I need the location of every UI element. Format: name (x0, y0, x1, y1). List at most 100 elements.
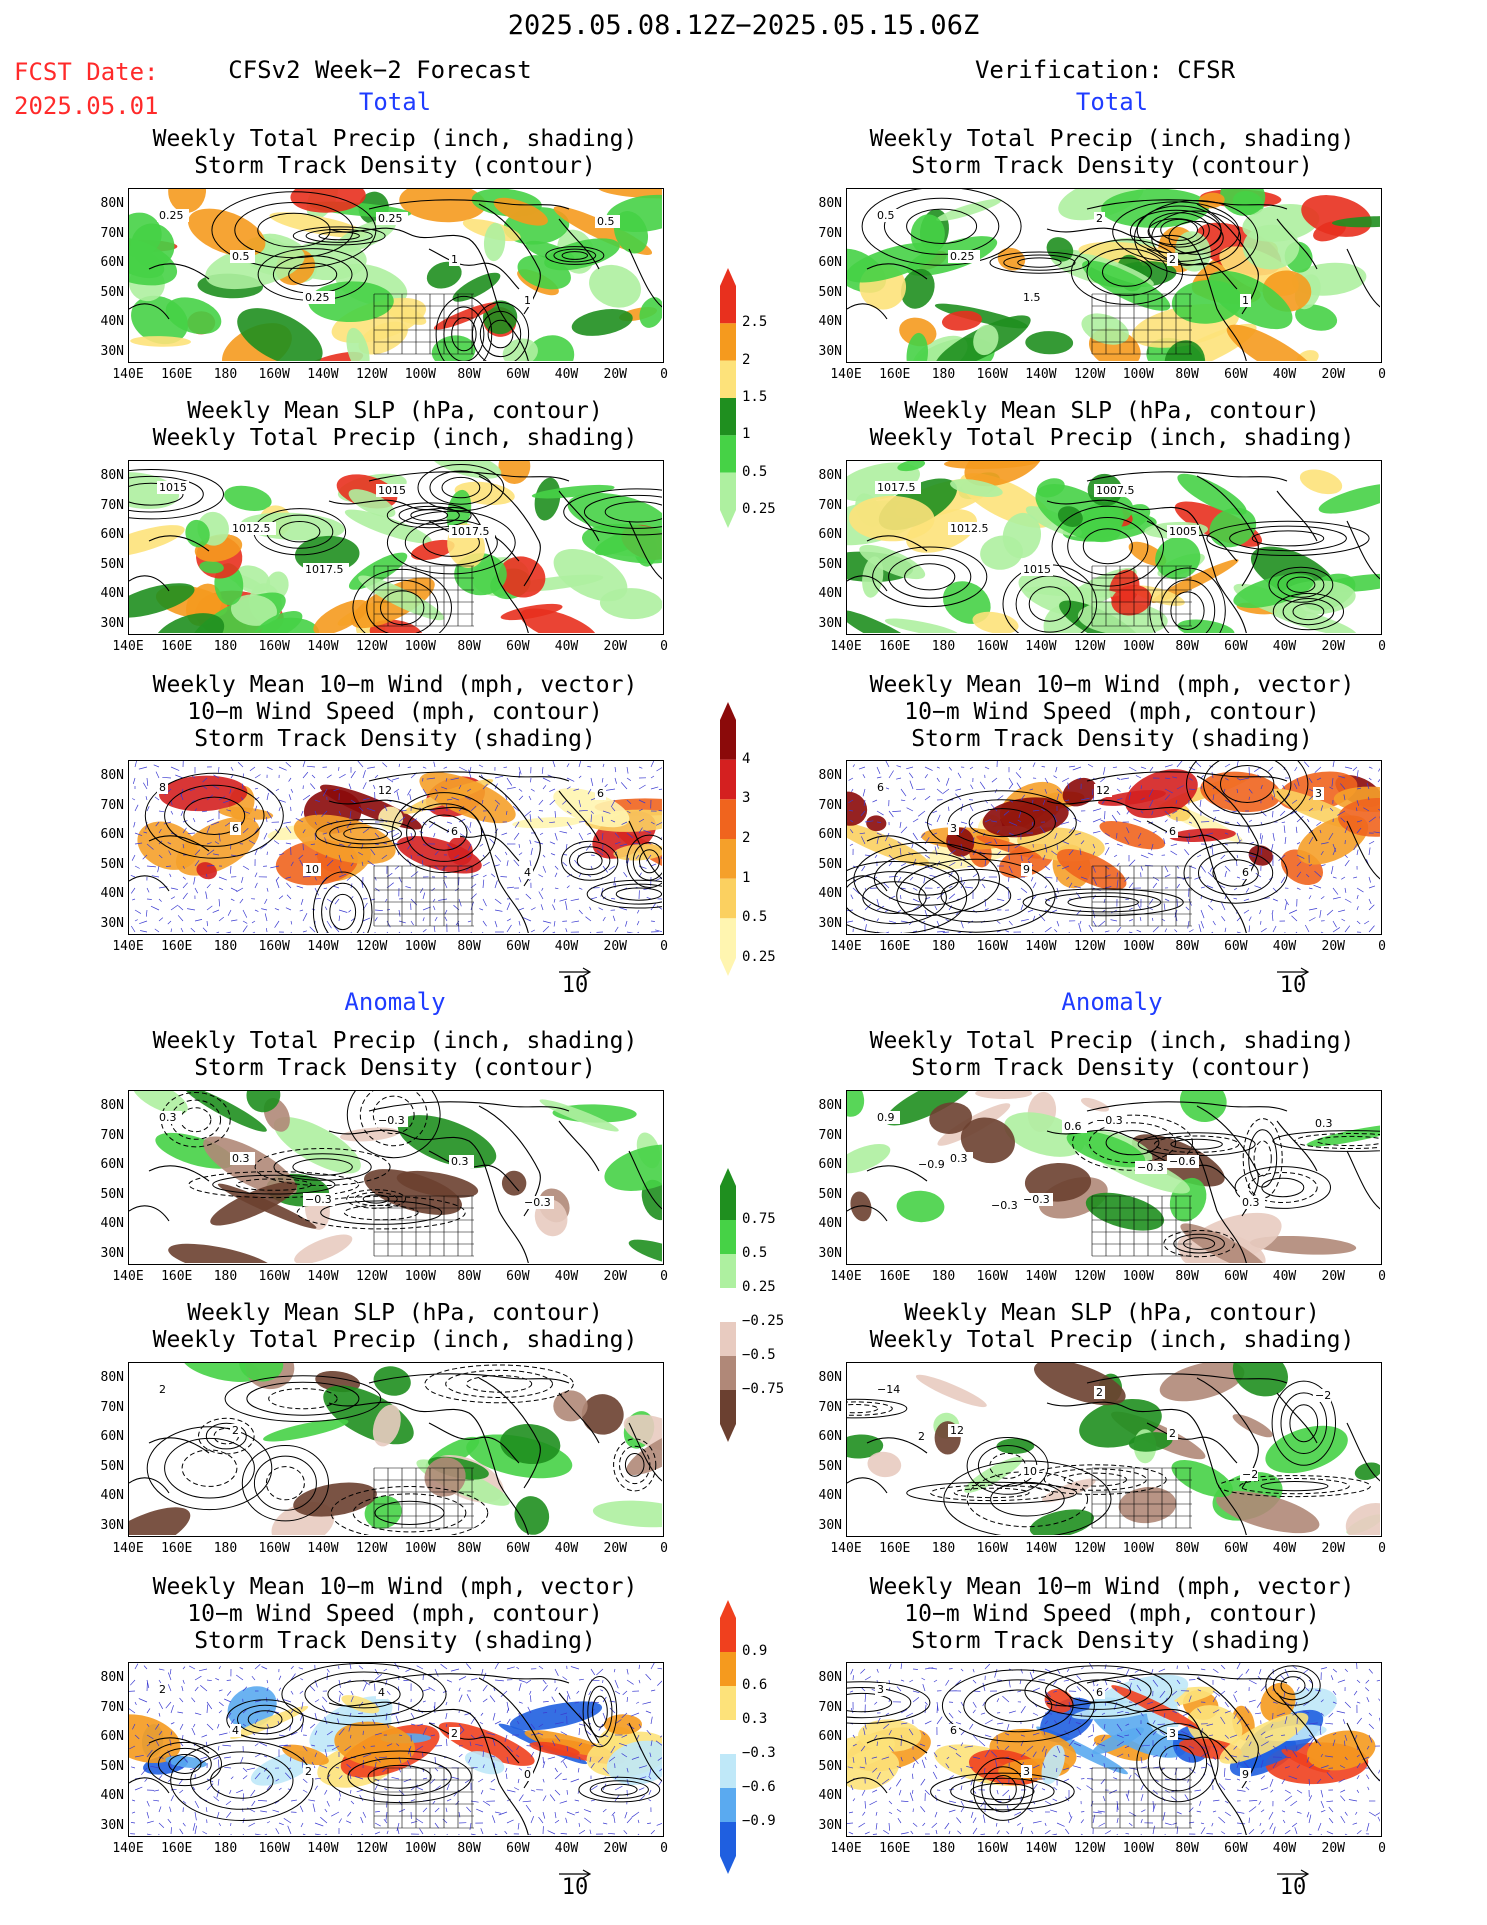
shading-blob (1179, 1091, 1227, 1123)
wind-vector (626, 1679, 634, 1685)
contour-line (576, 851, 603, 870)
wind-vector (1146, 1701, 1154, 1705)
wind-vector (1116, 862, 1120, 867)
wind-vector (1029, 788, 1034, 791)
wind-vector (458, 832, 466, 838)
wind-vector (578, 1678, 584, 1681)
wind-vector (213, 853, 220, 856)
wind-vector (1356, 1717, 1362, 1725)
wind-vector (996, 795, 1004, 801)
contour-label: 0 (524, 1768, 531, 1781)
wind-vector (1020, 1752, 1026, 1758)
wind-vector (885, 761, 890, 768)
wind-vector (1020, 918, 1029, 922)
wind-vector (506, 1756, 509, 1764)
wind-vector (626, 1778, 629, 1786)
wind-vector (410, 920, 414, 926)
lon-tick-label: 140W (1025, 1841, 1057, 1856)
wind-vector (475, 1743, 484, 1747)
shading-blob (899, 317, 937, 347)
wind-vector (645, 1710, 652, 1714)
wind-vector (180, 927, 184, 933)
wind-vector (374, 931, 376, 933)
wind-vector (1077, 777, 1082, 780)
wind-vector (908, 1728, 914, 1736)
wind-vector (518, 766, 522, 775)
lat-tick-label: 30N (100, 343, 124, 359)
wind-vector (349, 1663, 352, 1670)
contour-label-bg (1021, 863, 1032, 876)
wind-vector (1332, 876, 1337, 879)
wind-vector (1188, 1695, 1192, 1703)
wind-vector (356, 1789, 364, 1793)
shading-blob (129, 583, 195, 618)
contour-line (1280, 1392, 1328, 1454)
wind-vector (374, 876, 377, 881)
wind-vector (506, 1819, 514, 1824)
wind-vector (1128, 1753, 1130, 1758)
contour-label-bg (1167, 253, 1178, 266)
wind-vector (566, 885, 570, 889)
wind-vector (206, 1679, 212, 1682)
lon-tick-label: 120W (355, 939, 388, 954)
wind-vector (957, 1830, 962, 1835)
wind-vector (602, 1712, 607, 1722)
wind-vector (972, 1679, 977, 1684)
lon-tick-label: 140W (307, 1841, 339, 1856)
wind-vector (468, 1756, 472, 1763)
wind-vector (1008, 1710, 1017, 1714)
contour-line (953, 1487, 1030, 1499)
shading-blob (129, 1714, 181, 1764)
vector-scale-value: 10 (1279, 1875, 1307, 1900)
contour-line (1173, 1233, 1225, 1254)
contour-label: 2 (1096, 1386, 1103, 1399)
wind-vector (430, 1734, 436, 1737)
wind-vector (1364, 920, 1370, 925)
wind-vector (1019, 766, 1022, 771)
wind-vector (1344, 766, 1353, 769)
wind-vector (142, 854, 148, 860)
wind-vector (1308, 808, 1314, 812)
wind-vector (134, 842, 143, 845)
wind-vector (1212, 1810, 1217, 1813)
contour-label: 2 (1169, 253, 1176, 266)
contour-label: 0.3 (451, 1155, 469, 1168)
wind-vector (1038, 913, 1046, 922)
wind-vector (984, 1663, 991, 1670)
wind-vector (302, 930, 308, 933)
wind-vector (1258, 1800, 1262, 1805)
wind-vector (254, 909, 259, 912)
wind-vector (224, 1698, 232, 1703)
shading-blob (1002, 512, 1042, 559)
panel-title-total-wind-verification-0: Weekly Mean 10−m Wind (mph, vector) (869, 672, 1355, 698)
shading-blob (910, 214, 945, 255)
wind-vector (566, 763, 570, 768)
contour-line (1248, 1129, 1278, 1188)
wind-vector (1296, 871, 1302, 878)
wind-vector (984, 819, 991, 823)
lon-tick-label: 60W (1224, 1269, 1248, 1284)
wind-vector (451, 1776, 460, 1780)
wind-vector (1210, 898, 1214, 903)
wind-vector (932, 810, 938, 814)
wind-vector (170, 1731, 173, 1736)
shading-blob (847, 1091, 865, 1117)
wind-vector (560, 1731, 568, 1736)
wind-vector (481, 799, 484, 804)
wind-vector (278, 766, 287, 771)
contour-label-bg (376, 784, 394, 797)
wind-vector (1017, 1690, 1022, 1693)
contour-line (1086, 248, 1168, 296)
lon-tick-label: 140W (1025, 367, 1057, 382)
wind-vector (155, 1723, 160, 1730)
wind-vector (1296, 1764, 1301, 1769)
wind-vector (506, 1745, 513, 1753)
coastline (1276, 1120, 1380, 1210)
wind-vector (1176, 761, 1183, 768)
wind-vector (1076, 1686, 1082, 1692)
wind-vector (1207, 872, 1214, 878)
wind-vector (1139, 917, 1142, 922)
wind-vector (250, 1789, 256, 1797)
wind-vector (288, 777, 292, 782)
wind-vector (1116, 1741, 1124, 1747)
